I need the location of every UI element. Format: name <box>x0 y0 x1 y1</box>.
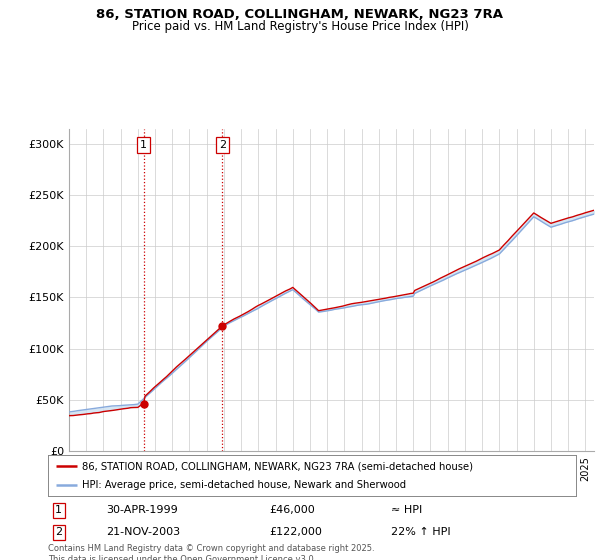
Text: 86, STATION ROAD, COLLINGHAM, NEWARK, NG23 7RA (semi-detached house): 86, STATION ROAD, COLLINGHAM, NEWARK, NG… <box>82 461 473 471</box>
Text: 1: 1 <box>55 505 62 515</box>
Text: 86, STATION ROAD, COLLINGHAM, NEWARK, NG23 7RA: 86, STATION ROAD, COLLINGHAM, NEWARK, NG… <box>97 8 503 21</box>
Text: 2: 2 <box>55 528 62 538</box>
Text: ≈ HPI: ≈ HPI <box>391 505 422 515</box>
Text: 21-NOV-2003: 21-NOV-2003 <box>106 528 180 538</box>
Text: 30-APR-1999: 30-APR-1999 <box>106 505 178 515</box>
Text: 2: 2 <box>219 140 226 150</box>
Text: Price paid vs. HM Land Registry's House Price Index (HPI): Price paid vs. HM Land Registry's House … <box>131 20 469 32</box>
Text: 22% ↑ HPI: 22% ↑ HPI <box>391 528 451 538</box>
Text: £46,000: £46,000 <box>270 505 316 515</box>
Text: Contains HM Land Registry data © Crown copyright and database right 2025.
This d: Contains HM Land Registry data © Crown c… <box>48 544 374 560</box>
Text: £122,000: £122,000 <box>270 528 323 538</box>
Text: 1: 1 <box>140 140 147 150</box>
Text: HPI: Average price, semi-detached house, Newark and Sherwood: HPI: Average price, semi-detached house,… <box>82 480 406 489</box>
